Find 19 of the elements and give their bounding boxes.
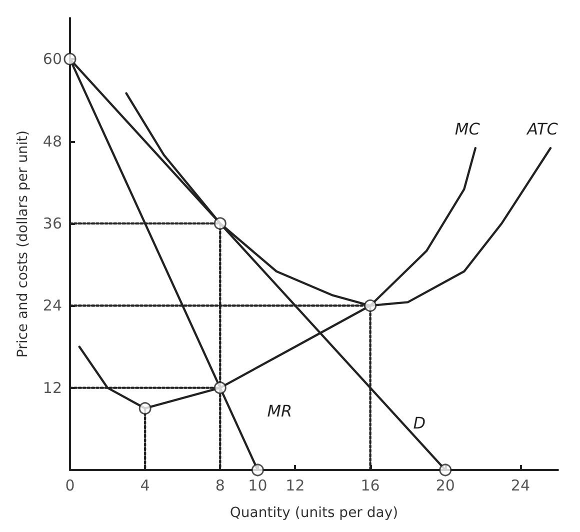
y-tick-label: 12 [42,378,62,397]
x-tick-label: 24 [510,476,530,494]
x-tick-label: 12 [286,476,305,494]
series-label: MR [267,402,292,420]
x-tick-label: 16 [360,476,380,494]
series-label: MC [454,120,481,139]
x-tick-label: 8 [215,476,225,494]
y-tick-label: 60 [42,50,62,68]
series-label: D [413,414,426,432]
y-axis-title: Price and costs (dollars per unit) [15,130,31,358]
y-tick-label: 36 [42,214,62,232]
x-tick-label: 4 [140,476,150,494]
y-tick-label: 48 [42,132,62,150]
x-tick-label: 0 [65,476,75,494]
x-tick-label: 10 [248,476,268,494]
x-tick-label: 20 [436,476,455,494]
series-label: ATC [526,120,559,139]
y-tick-label: 24 [42,296,62,315]
x-axis-title: Quantity (units per day) [230,505,398,521]
